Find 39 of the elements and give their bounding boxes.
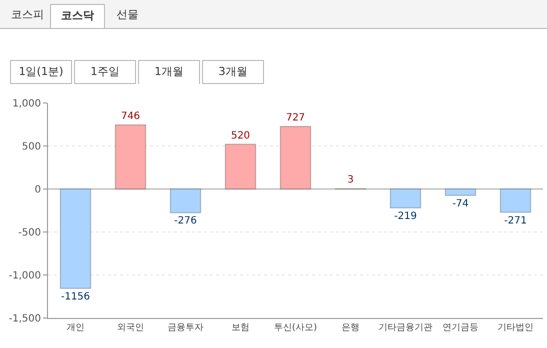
data-label: 3	[347, 174, 354, 186]
text: 코스피	[10, 7, 45, 23]
data-label: -276	[174, 216, 197, 227]
text: 선물	[116, 7, 140, 23]
data-label: 520	[230, 130, 250, 142]
data-label: 746	[120, 110, 140, 122]
y-tick-label: -1,500	[8, 314, 41, 324]
bar	[500, 188, 532, 213]
x-tick-label: 개인	[66, 322, 84, 333]
x-tick-label: 은행	[342, 322, 360, 333]
text: 1주일	[74, 60, 136, 84]
bar	[224, 144, 256, 190]
x-tick-label: 기타금융기관	[378, 322, 432, 333]
text: 1일(1분)	[10, 60, 72, 84]
bar	[170, 188, 202, 214]
y-tick-label: 500	[22, 142, 41, 152]
data-label: -271	[504, 215, 527, 226]
text: 코스닥	[50, 4, 105, 28]
y-tick-label: -500	[18, 228, 41, 238]
bar	[444, 188, 476, 196]
y-tick-label: -1,000	[8, 270, 41, 282]
bar	[60, 188, 92, 289]
x-tick-label: 외국인	[117, 322, 144, 333]
x-tick-label: 연기금등	[442, 322, 478, 333]
y-tick-label: 0	[34, 184, 41, 196]
text: 1개월	[138, 60, 200, 84]
bar	[280, 126, 312, 190]
data-label: -74	[452, 198, 469, 210]
x-tick-label: 기타법인	[498, 322, 534, 333]
data-label: -1156	[60, 291, 90, 302]
data-label: 727	[286, 112, 306, 124]
bar	[390, 188, 422, 208]
bar	[114, 124, 146, 190]
x-tick-label: 투신(사모)	[274, 322, 318, 333]
x-tick-label: 보험	[232, 322, 250, 333]
x-tick-label: 금융투자	[168, 322, 204, 333]
data-label: -219	[394, 210, 417, 222]
text: 3개월	[202, 60, 264, 84]
y-tick-label: 1,000	[12, 98, 41, 110]
